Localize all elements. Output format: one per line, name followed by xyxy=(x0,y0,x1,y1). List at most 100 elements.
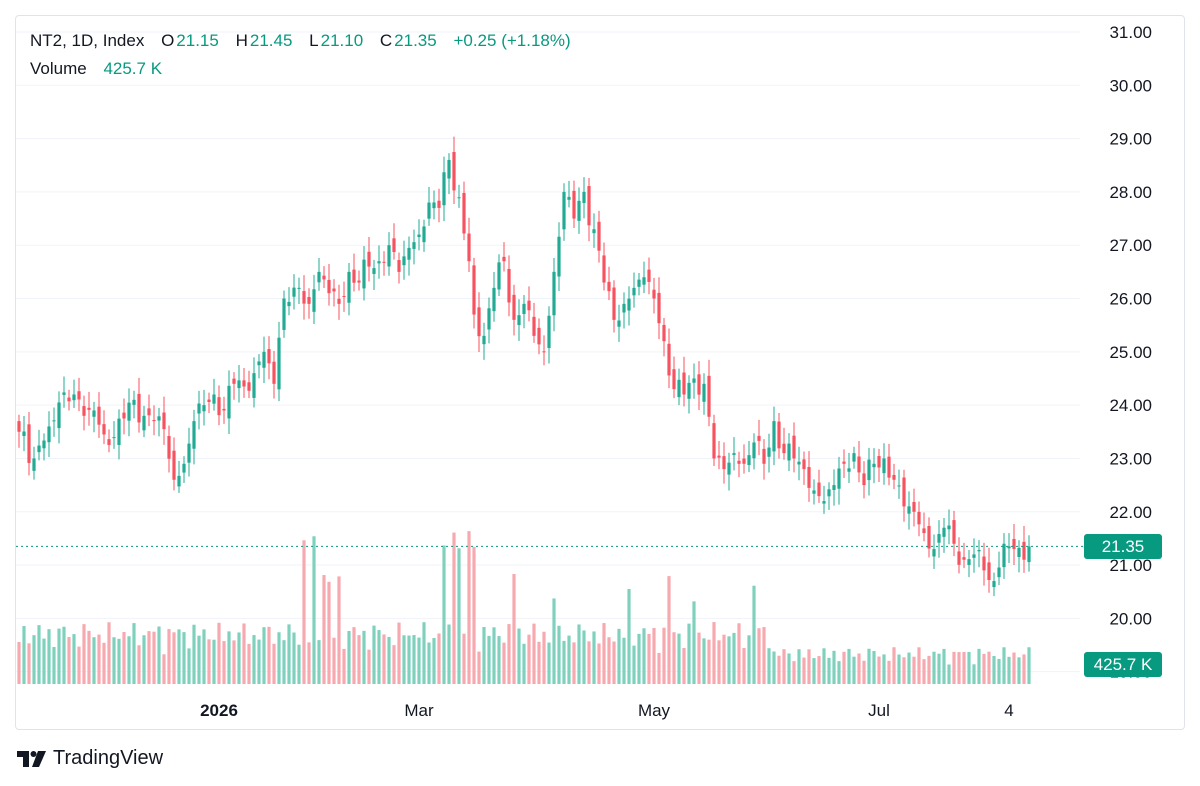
volume-bar xyxy=(52,647,56,684)
tradingview-logo[interactable]: TradingView xyxy=(17,747,163,770)
candle-body xyxy=(827,489,831,497)
candle-body xyxy=(602,255,606,283)
candle-body xyxy=(677,379,681,398)
volume-bar xyxy=(977,648,981,684)
candle-body xyxy=(487,308,491,330)
volume-bar xyxy=(427,642,431,684)
volume-bar xyxy=(662,627,666,684)
volume-bar xyxy=(932,651,936,684)
candle-body xyxy=(807,467,811,488)
candle-body xyxy=(522,303,526,314)
candle-body xyxy=(472,265,476,315)
candle-body xyxy=(1017,547,1021,557)
volume-bar xyxy=(912,656,916,684)
x-tick-label: Jul xyxy=(868,701,890,720)
volume-bar xyxy=(762,627,766,684)
candle-body xyxy=(332,288,336,292)
candle-body xyxy=(997,567,1001,578)
candle-body xyxy=(922,528,926,534)
volume-bar xyxy=(437,633,441,684)
volume-bar xyxy=(542,631,546,684)
candle-body xyxy=(557,236,561,277)
volume-bar xyxy=(517,628,521,684)
candle-body xyxy=(27,424,31,463)
candle-body xyxy=(577,200,581,221)
candle-body xyxy=(122,412,126,419)
volume-bar xyxy=(957,652,961,684)
candle-layer xyxy=(17,136,1031,597)
volume-bar xyxy=(472,546,476,684)
candle-body xyxy=(627,298,631,311)
volume-bar xyxy=(917,647,921,684)
candle-body xyxy=(772,421,776,452)
candle-body xyxy=(642,277,646,285)
y-tick-label: 30.00 xyxy=(1109,76,1152,95)
volume-bar xyxy=(652,627,656,684)
volume-legend: Volume 425.7 K xyxy=(30,59,164,79)
candle-body xyxy=(302,291,306,304)
volume-bar xyxy=(832,650,836,684)
candle-body xyxy=(987,562,991,581)
volume-bar xyxy=(572,642,576,684)
candle-body xyxy=(652,289,656,299)
candle-body xyxy=(632,287,636,296)
volume-bar xyxy=(862,660,866,684)
x-tick-label: May xyxy=(638,701,671,720)
candle-body xyxy=(262,351,266,368)
candle-body xyxy=(307,296,311,304)
candle-body xyxy=(982,556,986,571)
candle-body xyxy=(887,456,891,478)
volume-bar xyxy=(522,643,526,684)
volume-bar xyxy=(372,625,376,684)
candle-body xyxy=(562,191,566,230)
volume-bar xyxy=(822,648,826,684)
high-label: H xyxy=(235,31,248,50)
candle-body xyxy=(267,349,271,364)
candle-body xyxy=(352,269,356,283)
volume-bar xyxy=(212,639,216,684)
volume-bar xyxy=(922,659,926,684)
volume-bar xyxy=(847,648,851,684)
candle-body xyxy=(1012,538,1016,550)
candle-body xyxy=(92,410,96,417)
volume-bar xyxy=(747,635,751,684)
candle-body xyxy=(407,247,411,260)
candle-body xyxy=(162,412,166,430)
candle-body xyxy=(462,192,466,234)
volume-bar xyxy=(687,623,691,684)
volume-bar xyxy=(27,643,31,684)
volume-bar xyxy=(677,633,681,684)
volume-bar xyxy=(227,631,231,684)
candle-body xyxy=(717,455,721,458)
candle-body xyxy=(297,287,301,289)
candle-body xyxy=(437,200,441,208)
volume-bar xyxy=(797,649,801,684)
volume-bar xyxy=(992,655,996,684)
volume-bar xyxy=(157,626,161,684)
candle-body xyxy=(227,385,231,419)
candle-body xyxy=(832,485,836,491)
volume-bar xyxy=(377,630,381,684)
candle-body xyxy=(392,238,396,253)
volume-bar xyxy=(647,633,651,684)
volume-bar xyxy=(502,642,506,684)
volume-bar xyxy=(142,635,146,684)
volume-bar xyxy=(277,632,281,684)
y-tick-label: 26.00 xyxy=(1109,290,1152,309)
candle-body xyxy=(792,435,796,459)
candle-body xyxy=(597,221,601,251)
candle-body xyxy=(882,458,886,474)
volume-bar xyxy=(407,635,411,684)
volume-bar xyxy=(587,641,591,684)
candle-body xyxy=(852,453,856,462)
y-tick-label: 25.00 xyxy=(1109,343,1152,362)
candle-body xyxy=(1007,546,1011,549)
volume-bar xyxy=(982,653,986,684)
volume-bar xyxy=(792,661,796,684)
candle-body xyxy=(217,397,221,416)
volume-bar xyxy=(57,628,61,684)
volume-bar xyxy=(242,623,246,684)
candle-body xyxy=(517,315,521,326)
volume-bar xyxy=(887,660,891,684)
